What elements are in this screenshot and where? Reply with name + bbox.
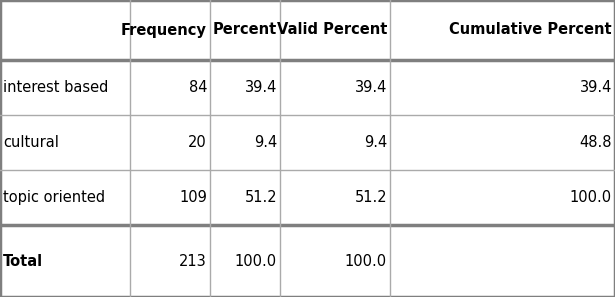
Text: 39.4: 39.4 bbox=[355, 80, 387, 95]
Text: Cumulative Percent: Cumulative Percent bbox=[450, 23, 612, 37]
Text: 109: 109 bbox=[179, 190, 207, 205]
Text: 100.0: 100.0 bbox=[235, 254, 277, 268]
Text: 100.0: 100.0 bbox=[570, 190, 612, 205]
Text: 84: 84 bbox=[189, 80, 207, 95]
Text: 51.2: 51.2 bbox=[354, 190, 387, 205]
Text: 39.4: 39.4 bbox=[245, 80, 277, 95]
Text: Total: Total bbox=[3, 254, 43, 268]
Text: 48.8: 48.8 bbox=[579, 135, 612, 150]
Text: interest based: interest based bbox=[3, 80, 108, 95]
Text: 20: 20 bbox=[188, 135, 207, 150]
Text: cultural: cultural bbox=[3, 135, 59, 150]
Text: 213: 213 bbox=[179, 254, 207, 268]
Text: Percent: Percent bbox=[213, 23, 277, 37]
Text: Valid Percent: Valid Percent bbox=[277, 23, 387, 37]
Text: 51.2: 51.2 bbox=[244, 190, 277, 205]
Text: 39.4: 39.4 bbox=[579, 80, 612, 95]
Text: 9.4: 9.4 bbox=[363, 135, 387, 150]
Text: topic oriented: topic oriented bbox=[3, 190, 105, 205]
Text: 100.0: 100.0 bbox=[345, 254, 387, 268]
Text: 9.4: 9.4 bbox=[254, 135, 277, 150]
Text: Frequency: Frequency bbox=[121, 23, 207, 37]
